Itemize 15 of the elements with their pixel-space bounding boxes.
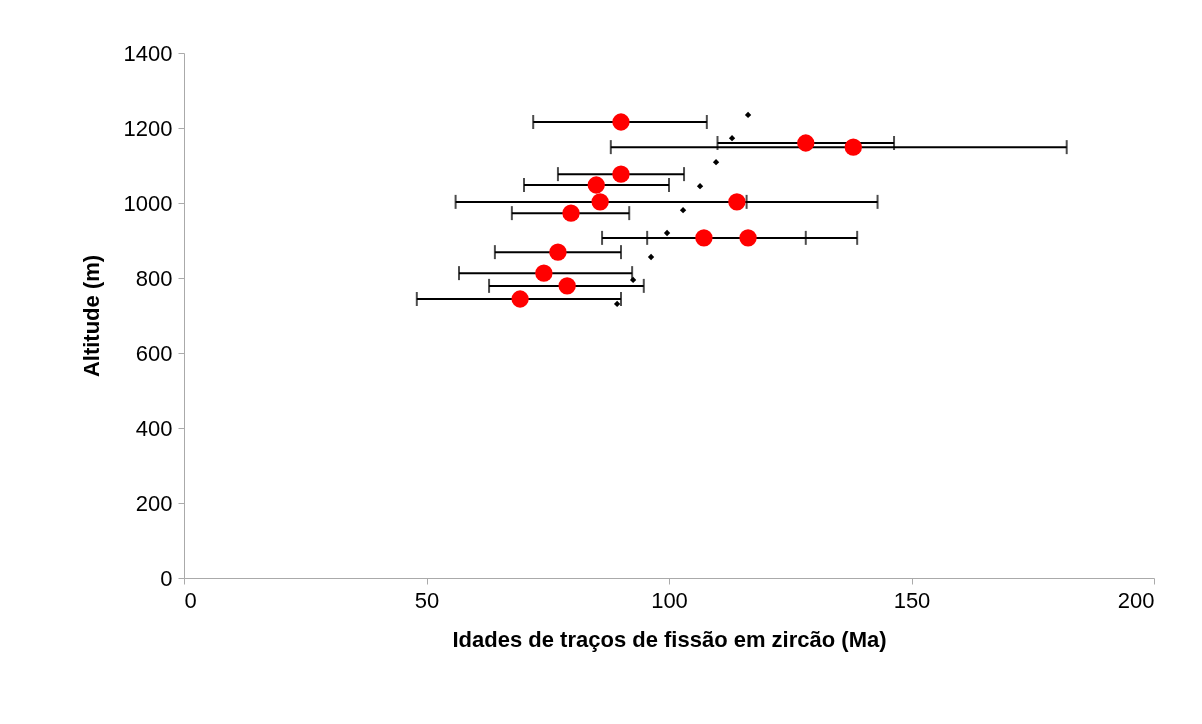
y-tick-label: 1400 [123, 40, 173, 66]
y-tick-label: 400 [135, 415, 173, 441]
y-tick-label: 800 [135, 265, 173, 291]
y-tick-label: 1000 [123, 190, 173, 216]
x-axis-title: Idades de traços de fissão em zircão (Ma) [452, 626, 887, 652]
y-tick-label: 600 [135, 340, 173, 366]
x-tick-label: 100 [651, 587, 688, 613]
y-tick-label: 200 [135, 490, 173, 516]
y-tick-label: 1200 [123, 115, 173, 141]
y-axis-title: Altitude (m) [78, 254, 104, 378]
x-tick-label: 0 [184, 587, 197, 613]
x-tick-label: 50 [414, 587, 440, 613]
x-tick-label: 150 [893, 587, 931, 613]
y-tick-label: 0 [160, 565, 173, 591]
x-tick-label: 200 [1117, 587, 1155, 613]
